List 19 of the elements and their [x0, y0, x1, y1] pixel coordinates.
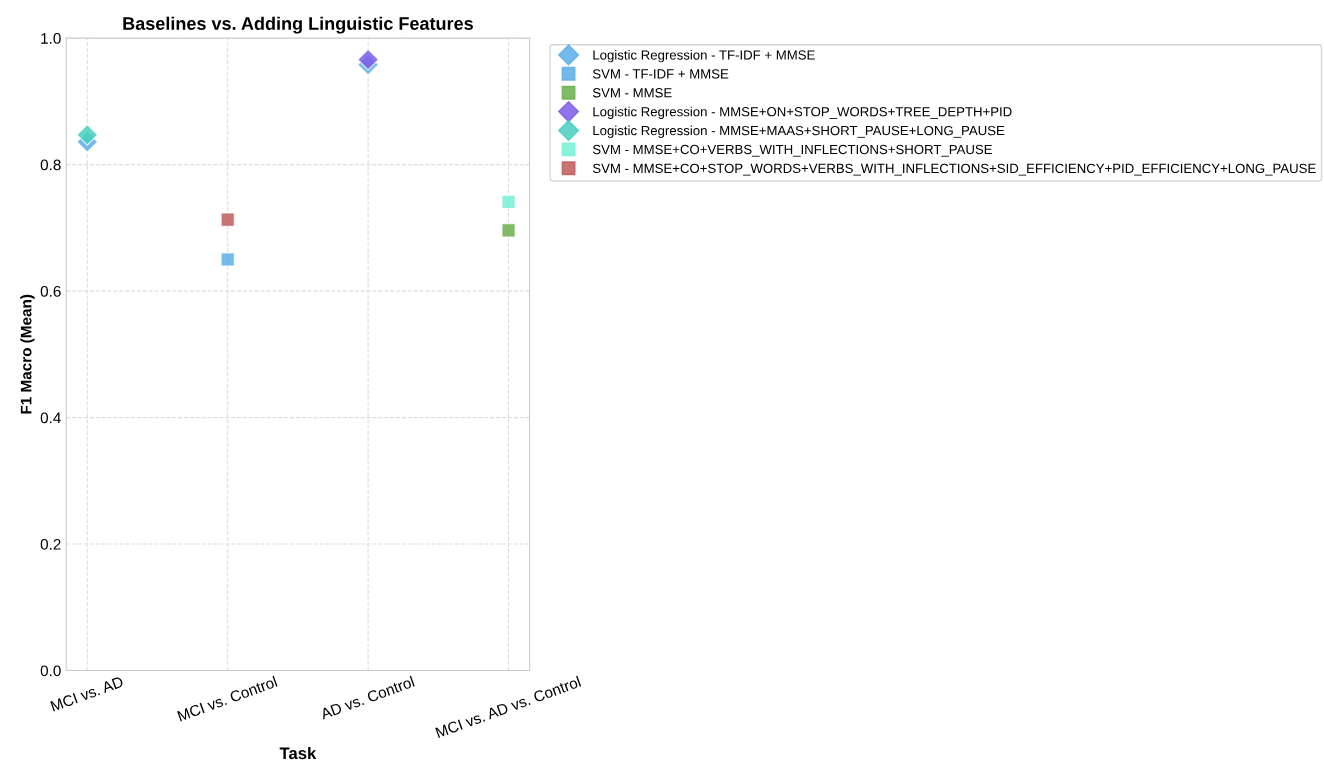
legend-label: Logistic Regression - TF-IDF + MMSE	[593, 49, 815, 63]
y-tick-label: 0.8	[40, 159, 61, 171]
chart-title: Baselines vs. Adding Linguistic Features	[123, 16, 473, 34]
legend-label: SVM - MMSE+CO+STOP_WORDS+VERBS_WITH_INFLECTIONS+SID_EFFICIENCY+PID_EFFICIENCY+LONG_PAUSE	[592, 163, 1316, 176]
y-axis-title: F1 Macro (Mean)	[20, 294, 35, 414]
y-tick-label: 0.4	[40, 412, 61, 424]
legend-label: SVM - MMSE+CO+VERBS_WITH_INFLECTIONS+SHORT_PAUSE	[592, 144, 992, 157]
legend-label: Logistic Regression - MMSE+ON+STOP_WORDS+TREE_DEPTH+PID	[593, 106, 1012, 119]
x-tick-label: MCI vs. Control	[176, 675, 278, 722]
x-tick-label: MCI vs. AD	[50, 676, 124, 712]
y-tick-label: 0.2	[40, 538, 61, 550]
y-tick-label: 0.0	[40, 665, 61, 677]
x-tick-label: AD vs. Control	[319, 675, 415, 720]
y-tick-label: 0.6	[40, 285, 61, 297]
y-tick-label: 1.0	[41, 32, 61, 44]
x-axis-title: Task	[279, 746, 317, 760]
legend-label: SVM - TF-IDF + MMSE	[592, 69, 729, 79]
legend-label: SVM - MMSE	[592, 88, 672, 98]
legend-label: Logistic Regression - MMSE+MAAS+SHORT_PAUSE+LONG_PAUSE	[593, 125, 1005, 138]
